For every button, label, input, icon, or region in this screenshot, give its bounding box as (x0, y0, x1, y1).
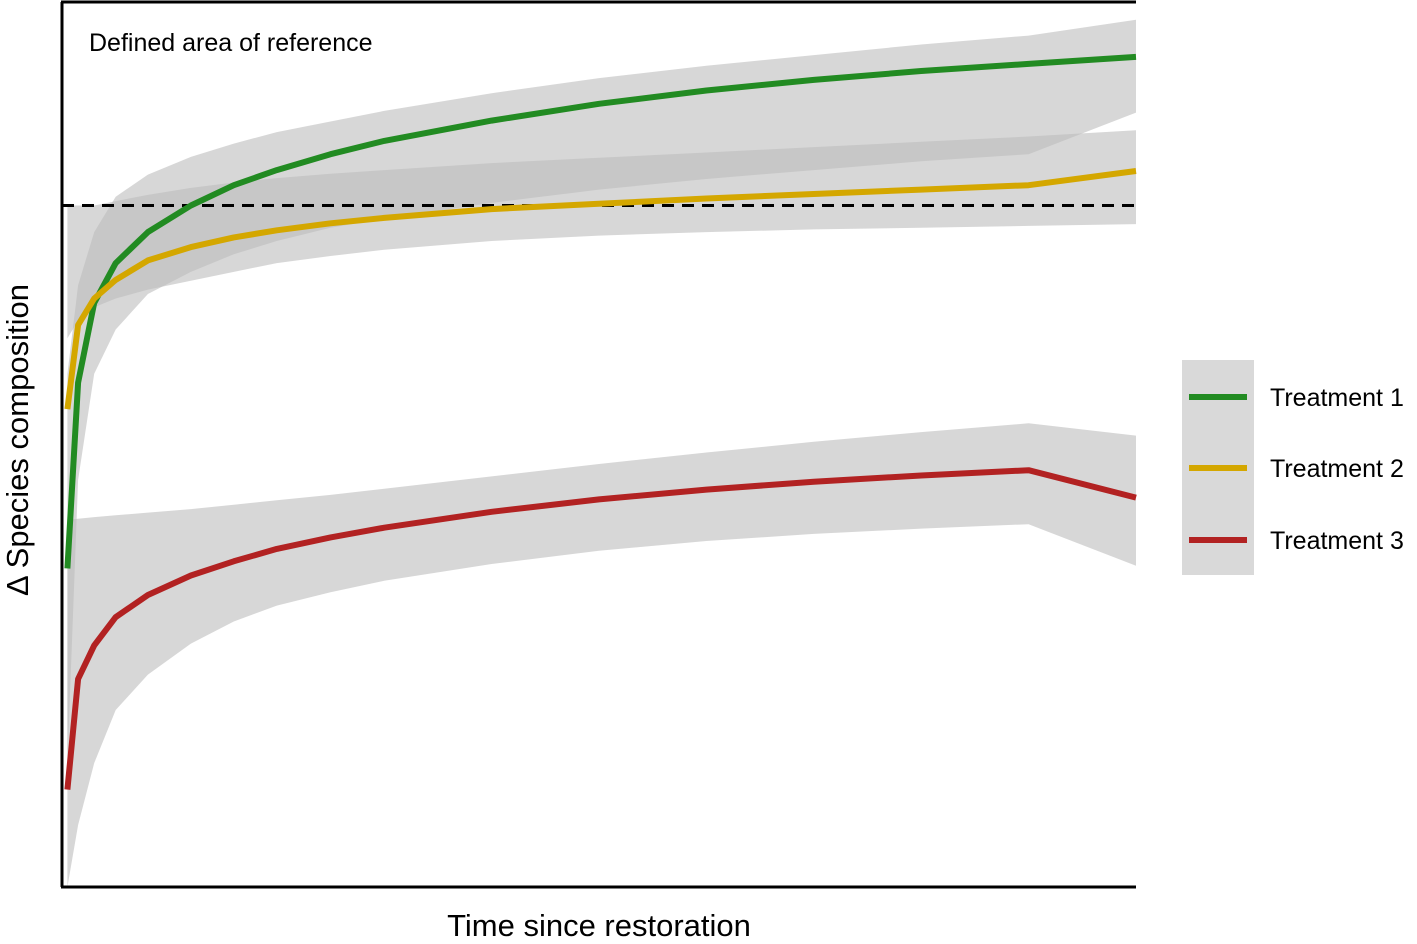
legend-label-treatment-3: Treatment 3 (1270, 527, 1404, 555)
treatment-1-line (64, 53, 1137, 569)
series-lines (64, 53, 1137, 790)
treatment-1-confidence-band (67, 19, 1136, 764)
x-axis-label: Time since restoration (447, 908, 751, 943)
treatment-2-confidence-band (67, 130, 1136, 339)
reference-area-label: Defined area of reference (89, 29, 373, 57)
treatment-3-line (64, 467, 1137, 790)
treatment-2-line (64, 168, 1137, 410)
legend-label-treatment-1: Treatment 1 (1270, 384, 1404, 412)
legend-label-treatment-2: Treatment 2 (1270, 455, 1404, 483)
treatment-3-confidence-band (67, 423, 1136, 887)
legend: Treatment 1 Treatment 2 Treatment 3 (1182, 360, 1404, 575)
confidence-bands (67, 19, 1136, 887)
y-axis-label: Δ Species composition (0, 284, 35, 596)
